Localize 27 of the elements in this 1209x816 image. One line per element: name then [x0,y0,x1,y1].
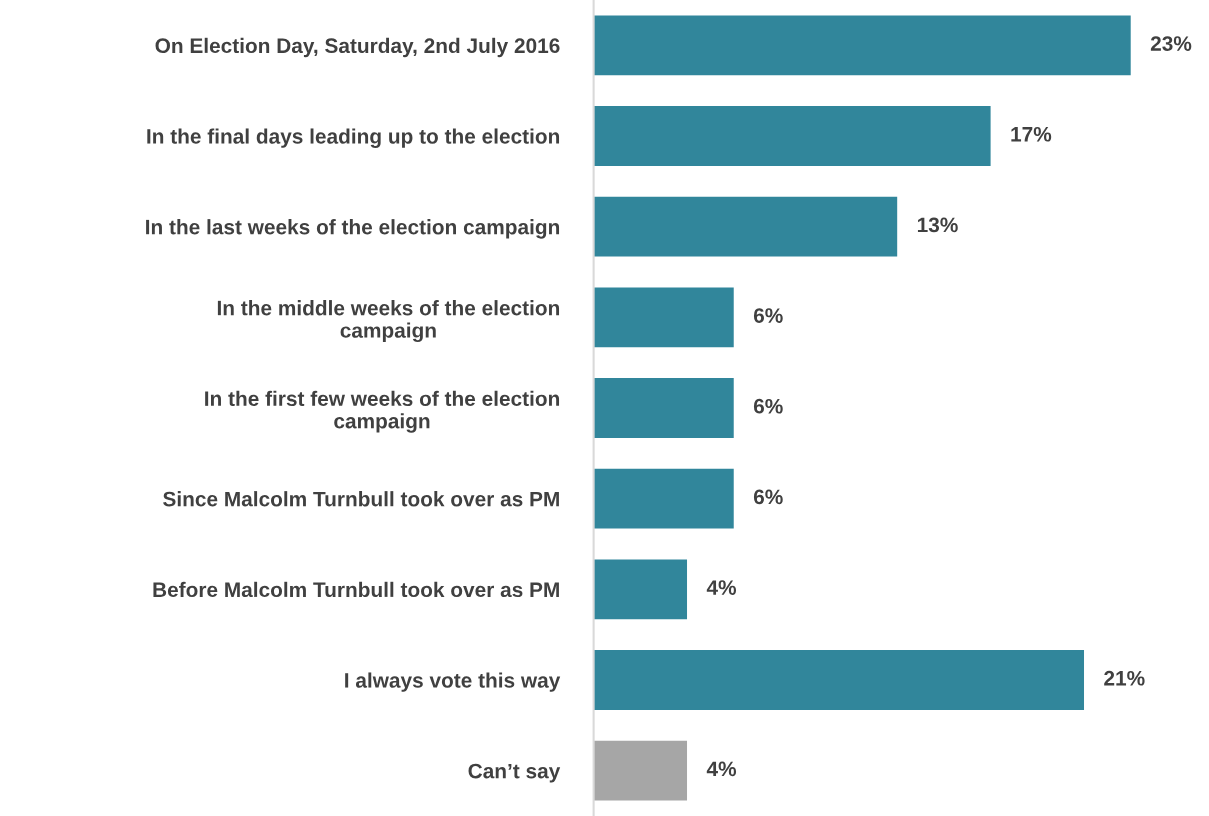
data-label: 23% [1150,36,1192,51]
bar [593,196,898,257]
data-label: 4% [706,761,737,777]
y-tick-label: Before Malcolm Turnbull took over as PM [153,581,559,598]
bar [593,559,688,620]
y-tick-label: In the middle weeks of the election campaign [217,300,560,343]
data-label: 6% [753,489,783,505]
bar [593,740,688,801]
bar [593,468,734,529]
y-tick-label: Can’t say [468,763,561,783]
bar [593,15,1131,76]
data-label: 13% [917,217,958,233]
bar [593,650,1085,710]
bar [593,287,734,348]
bar [593,106,991,166]
bar [593,378,734,438]
data-label: 17% [1011,126,1052,142]
data-label: 4% [706,580,737,595]
data-label: 21% [1104,670,1145,686]
y-tick-label: In the last weeks of the election campaign [146,219,560,239]
y-tick-label: I always vote this way [345,672,561,692]
y-tick-label: In the final days leading up to the election [147,128,560,148]
y-tick-label: Since Malcolm Turnbull took over as PM [163,491,559,507]
data-label: 6% [753,398,783,414]
y-tick-label: In the first few weeks of the election campaign [205,390,560,433]
y-tick-label: On Election Day, Saturday, 2nd July 2016 [155,37,560,58]
data-label: 6% [753,308,783,323]
